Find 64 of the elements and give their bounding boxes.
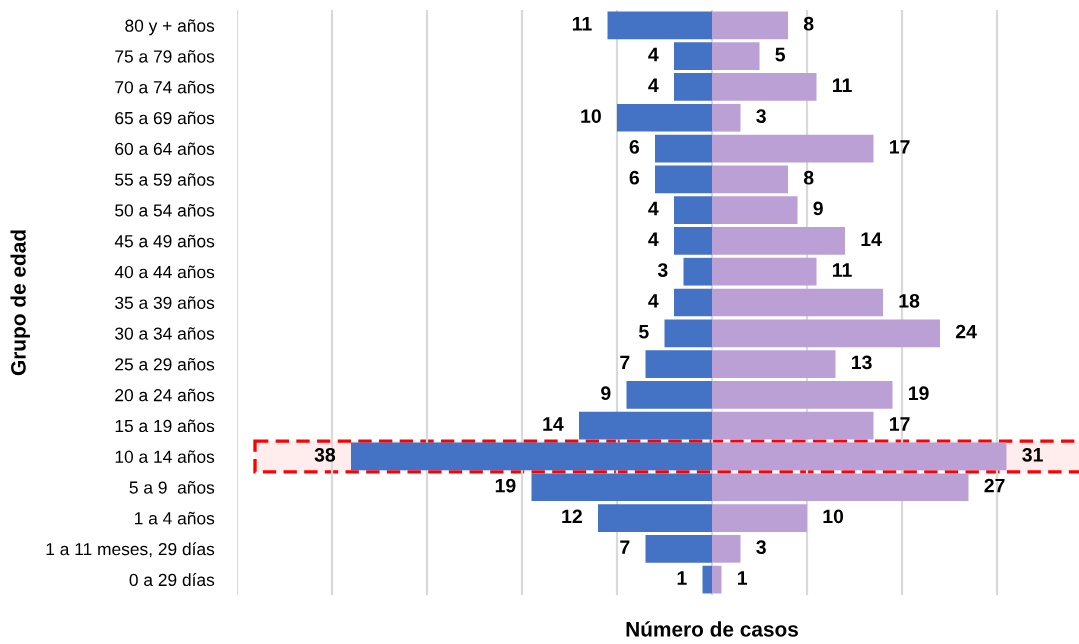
bar: [674, 227, 712, 255]
y-tick-label: 75 a 79 años: [115, 50, 215, 63]
y-tick-label: 80 y + años: [125, 19, 215, 36]
data-label: 3: [756, 109, 766, 124]
bar: [712, 103, 741, 132]
data-label: 24: [955, 324, 977, 339]
y-tick-label: 1 a 11 meses, 29 días: [46, 542, 215, 558]
data-label: 4: [648, 78, 659, 92]
y-tick-label: 70 a 74 años: [115, 80, 215, 94]
data-label: 17: [890, 417, 910, 431]
data-label: 11: [833, 78, 852, 92]
data-label: 4: [648, 232, 659, 246]
bar: [674, 288, 712, 317]
data-label: 4: [648, 294, 659, 308]
bar: [683, 257, 712, 286]
data-label: 6: [629, 170, 640, 185]
data-label: 3: [756, 540, 766, 555]
data-label: 18: [899, 293, 920, 308]
data-label: 10: [823, 509, 844, 524]
y-tick-label: 10 a 14 años: [115, 450, 215, 463]
data-label: 3: [657, 263, 668, 277]
y-tick-label: 1 a 4 años: [135, 511, 215, 525]
data-label: 4: [648, 201, 659, 216]
bar: [664, 319, 712, 348]
y-tick-label: 25 a 29 años: [115, 357, 215, 371]
data-label: 14: [861, 232, 882, 246]
x-axis-title: Número de casos: [626, 621, 798, 637]
data-label: 14: [543, 417, 564, 431]
data-label: 10: [581, 109, 601, 123]
data-label: 19: [495, 478, 516, 493]
data-label: 1: [738, 571, 748, 585]
data-label: 12: [562, 509, 582, 524]
y-tick-label: 50 a 54 años: [115, 203, 215, 217]
data-label: 6: [629, 140, 640, 154]
y-tick-label: 15 a 19 años: [115, 419, 215, 433]
data-label: 13: [852, 355, 872, 370]
data-label: 5: [639, 324, 649, 339]
data-label: 31: [1022, 447, 1043, 462]
data-label: 7: [620, 355, 630, 370]
data-label: 27: [984, 478, 1005, 493]
data-label: 9: [601, 386, 611, 401]
data-label: 8: [803, 170, 814, 185]
data-label: 4: [648, 47, 659, 62]
y-tick-label: 0 a 29 días: [129, 573, 215, 587]
data-label: 19: [909, 386, 929, 401]
y-axis-title: Grupo de edad: [10, 230, 30, 376]
y-tick-label: 35 a 39 años: [115, 296, 215, 309]
data-label: 38: [314, 447, 336, 462]
data-label: 5: [775, 47, 786, 62]
data-label: 1: [677, 571, 687, 585]
data-label: 7: [620, 540, 630, 554]
y-tick-label: 40 a 44 años: [114, 265, 215, 279]
data-label: 17: [890, 140, 910, 154]
y-tick-label: 65 a 69 años: [115, 111, 215, 125]
y-tick-label: 55 a 59 años: [115, 173, 215, 186]
y-tick-label: 20 a 24 años: [115, 388, 215, 402]
y-tick-label: 5 a 9 años: [129, 481, 215, 494]
data-label: 11: [572, 17, 592, 31]
y-tick-label: 60 a 64 años: [115, 142, 215, 156]
data-label: 11: [833, 263, 852, 277]
data-label: 9: [813, 201, 823, 216]
data-label: 8: [803, 16, 814, 31]
y-tick-label: 30 a 34 años: [115, 327, 215, 340]
y-tick-label: 45 a 49 años: [114, 234, 215, 248]
